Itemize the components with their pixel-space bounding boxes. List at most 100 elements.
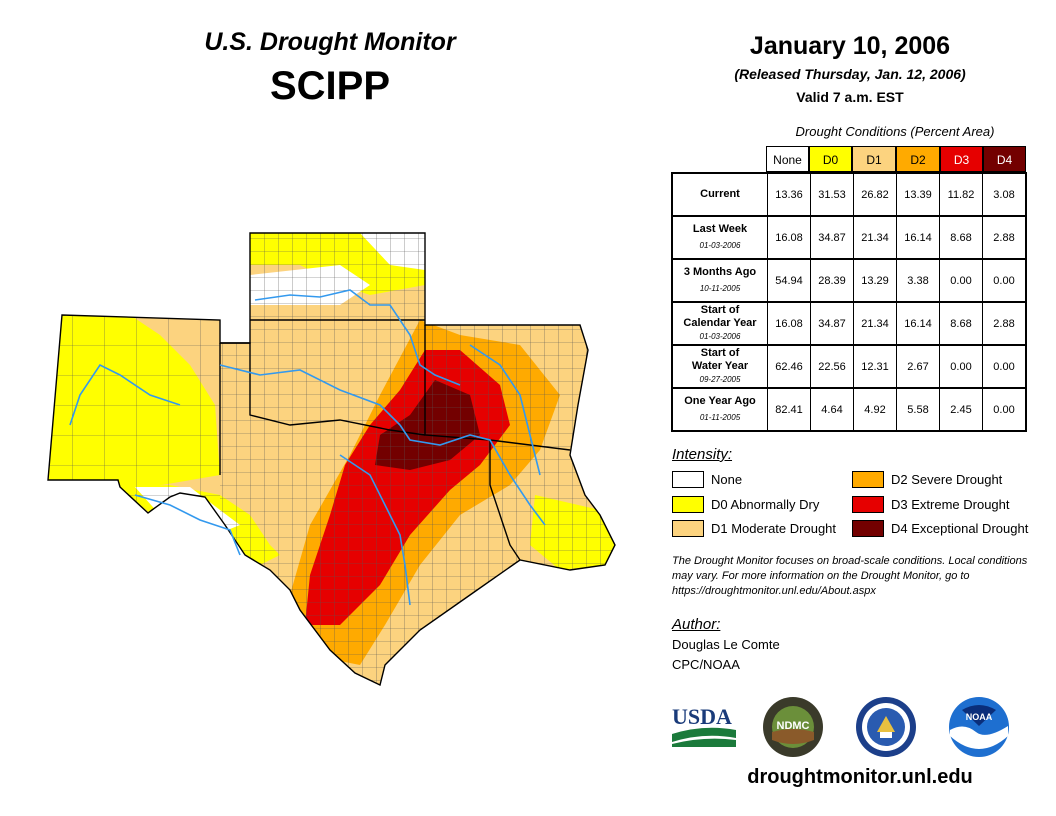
cell-value: 16.08: [767, 301, 811, 346]
legend-label: D4 Exceptional Drought: [891, 521, 1029, 536]
region-outline: [47, 232, 616, 687]
cell-value: 12.31: [853, 344, 897, 389]
row-label: One Year Ago 01-11-2005: [671, 387, 768, 432]
red-river: [399, 424, 546, 526]
table-row: Start of Water Year 09-27-2005 62.46 22.56…: [671, 344, 1027, 389]
cell-value: 0.00: [982, 344, 1027, 389]
col-none-header: None: [766, 146, 809, 172]
cell-value: 3.08: [982, 172, 1027, 217]
cell-value: 16.08: [767, 215, 811, 260]
cell-value: 31.53: [810, 172, 854, 217]
legend-swatch-d0: [672, 496, 704, 513]
legend-swatch-none: [672, 471, 704, 488]
cell-value: 3.38: [896, 258, 940, 303]
cell-value: 34.87: [810, 215, 854, 260]
row-label: Current: [671, 172, 768, 217]
cell-value: 0.00: [982, 387, 1027, 432]
cell-value: 2.88: [982, 301, 1027, 346]
author-name: Douglas Le Comte: [672, 637, 780, 652]
cell-value: 21.34: [853, 215, 897, 260]
cell-value: 16.14: [896, 301, 940, 346]
legend-title: Intensity:: [672, 446, 733, 463]
website-url[interactable]: droughtmonitor.unl.edu: [747, 766, 973, 788]
cell-value: 21.34: [853, 301, 897, 346]
row-label: Start of Water Year 09-27-2005: [671, 344, 768, 389]
brazos-river: [339, 454, 411, 606]
ouachita-river: [469, 344, 541, 476]
oklahoma-arkansas-border: [424, 325, 491, 441]
commerce-seal-logo: [855, 696, 917, 758]
map-date: January 10, 2006: [749, 32, 951, 60]
arkansas-river: [254, 289, 461, 386]
cell-value: 2.88: [982, 215, 1027, 260]
cell-value: 26.82: [853, 172, 897, 217]
county-grid-west: [48, 233, 220, 685]
cell-value: 0.00: [982, 258, 1027, 303]
cell-value: 34.87: [810, 301, 854, 346]
legend-swatch-d1: [672, 520, 704, 537]
legend-label: None: [711, 472, 743, 487]
legend-label: D2 Severe Drought: [891, 472, 1003, 487]
usda-logo-text: USDA: [672, 704, 732, 729]
cell-value: 8.68: [939, 301, 983, 346]
author-org: CPC/NOAA: [672, 657, 740, 672]
cell-value: 2.45: [939, 387, 983, 432]
legend-label: D3 Extreme Drought: [891, 497, 1010, 512]
cell-value: 13.39: [896, 172, 940, 217]
col-d2-header: D2: [896, 146, 940, 172]
legend-swatch-d4: [852, 520, 884, 537]
table-row: Last Week 01-03-2006 16.08 34.87 21.34 16…: [671, 215, 1027, 260]
legend-label: D0 Abnormally Dry: [711, 497, 820, 512]
arkansas-louisiana-border: [489, 439, 571, 451]
release-date: (Released Thursday, Jan. 12, 2006): [734, 66, 966, 82]
col-d0-header: D0: [809, 146, 852, 172]
cell-value: 8.68: [939, 215, 983, 260]
row-label: Last Week 01-03-2006: [671, 215, 768, 260]
col-d3-header: D3: [940, 146, 983, 172]
cell-value: 54.94: [767, 258, 811, 303]
cell-value: 82.41: [767, 387, 811, 432]
drought-map: [47, 232, 616, 687]
pecos-river: [134, 494, 241, 556]
legend-swatch-d3: [852, 496, 884, 513]
rio-grande-river: [69, 363, 181, 426]
usda-logo: USDA: [672, 700, 736, 750]
legend-swatch-d2: [852, 471, 884, 488]
monitor-title: U.S. Drought Monitor: [204, 28, 456, 56]
author-title: Author:: [672, 616, 721, 633]
table-row: One Year Ago 01-11-2005 82.41 4.64 4.92 5…: [671, 387, 1027, 432]
cell-value: 62.46: [767, 344, 811, 389]
cell-value: 11.82: [939, 172, 983, 217]
cell-value: 4.64: [810, 387, 854, 432]
cell-value: 16.14: [896, 215, 940, 260]
cell-value: 0.00: [939, 344, 983, 389]
cell-value: 2.67: [896, 344, 940, 389]
legend-label: D1 Moderate Drought: [711, 521, 837, 536]
noaa-logo: NOAA: [948, 696, 1010, 758]
row-label: Start of Calendar Year 01-03-2006: [671, 301, 768, 346]
disclaimer-note: The Drought Monitor focuses on broad-sca…: [672, 555, 1028, 597]
valid-time: Valid 7 a.m. EST: [796, 89, 904, 105]
cell-value: 0.00: [939, 258, 983, 303]
cell-value: 4.92: [853, 387, 897, 432]
cell-value: 28.39: [810, 258, 854, 303]
region-title: SCIPP: [269, 64, 391, 108]
cell-value: 22.56: [810, 344, 854, 389]
table-row: Current 13.36 31.53 26.82 13.39 11.82 3.…: [671, 172, 1027, 217]
drought-table: Current 13.36 31.53 26.82 13.39 11.82 3.…: [671, 172, 1027, 432]
row-label: 3 Months Ago 10-11-2005: [671, 258, 768, 303]
cell-value: 5.58: [896, 387, 940, 432]
table-row: Start of Calendar Year 01-03-2006 16.08 34…: [671, 301, 1027, 346]
texas-louisiana-border: [489, 440, 521, 561]
col-d4-header: D4: [983, 146, 1026, 172]
rivers: [69, 289, 546, 606]
table-row: 3 Months Ago 10-11-2005 54.94 28.39 13.29…: [671, 258, 1027, 303]
canadian-river: [219, 364, 401, 426]
cell-value: 13.29: [853, 258, 897, 303]
ndmc-logo: NDMC: [762, 696, 824, 758]
noaa-logo-text: NOAA: [966, 712, 993, 722]
cell-value: 13.36: [767, 172, 811, 217]
table-caption: Drought Conditions (Percent Area): [795, 124, 995, 139]
ndmc-logo-text: NDMC: [777, 720, 810, 732]
oklahoma-texas-border: [220, 342, 426, 436]
